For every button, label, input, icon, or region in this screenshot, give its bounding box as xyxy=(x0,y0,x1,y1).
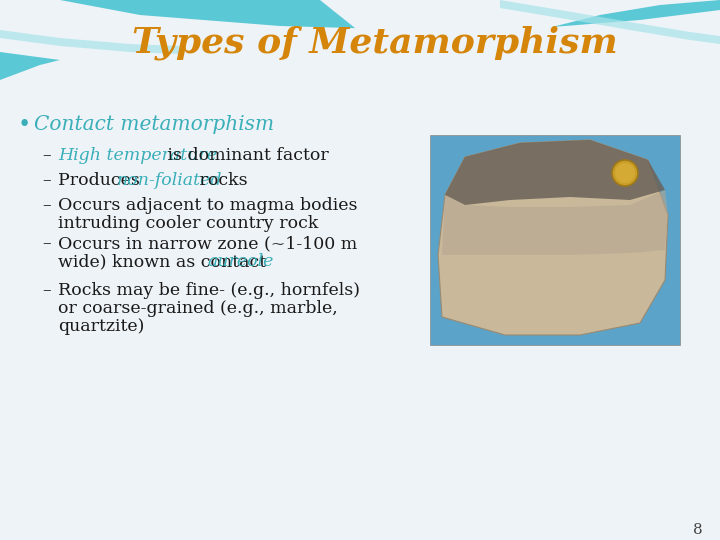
Text: Contact metamorphism: Contact metamorphism xyxy=(34,116,274,134)
Text: or coarse-grained (e.g., marble,: or coarse-grained (e.g., marble, xyxy=(58,300,338,317)
Text: Occurs adjacent to magma bodies: Occurs adjacent to magma bodies xyxy=(58,197,358,214)
Text: quartzite): quartzite) xyxy=(58,318,145,335)
Text: –: – xyxy=(42,235,50,252)
Text: Occurs in narrow zone (~1-100 m: Occurs in narrow zone (~1-100 m xyxy=(58,235,357,252)
Polygon shape xyxy=(438,140,668,335)
Text: Rocks may be fine- (e.g., hornfels): Rocks may be fine- (e.g., hornfels) xyxy=(58,282,360,299)
Text: Types of Metamorphism: Types of Metamorphism xyxy=(132,26,618,60)
Text: aureole: aureole xyxy=(207,253,274,270)
Text: –: – xyxy=(42,147,50,164)
Circle shape xyxy=(615,163,635,183)
Text: –: – xyxy=(42,197,50,214)
Text: rocks: rocks xyxy=(194,172,248,189)
Text: non-foliated: non-foliated xyxy=(117,172,222,189)
Polygon shape xyxy=(445,140,665,205)
Text: Produces: Produces xyxy=(58,172,145,189)
Polygon shape xyxy=(0,0,360,80)
Text: •: • xyxy=(18,114,31,136)
Text: wide) known as contact: wide) known as contact xyxy=(58,253,271,270)
Bar xyxy=(430,135,680,345)
Polygon shape xyxy=(510,0,720,80)
Polygon shape xyxy=(500,0,720,44)
Text: intruding cooler country rock: intruding cooler country rock xyxy=(58,215,318,232)
Polygon shape xyxy=(0,30,180,54)
Polygon shape xyxy=(442,190,668,255)
Text: 8: 8 xyxy=(693,523,703,537)
Text: is dominant factor: is dominant factor xyxy=(162,147,329,164)
Text: –: – xyxy=(42,172,50,189)
Circle shape xyxy=(612,160,638,186)
Text: –: – xyxy=(42,282,50,299)
Polygon shape xyxy=(0,0,720,82)
Text: High temperature: High temperature xyxy=(58,147,217,164)
